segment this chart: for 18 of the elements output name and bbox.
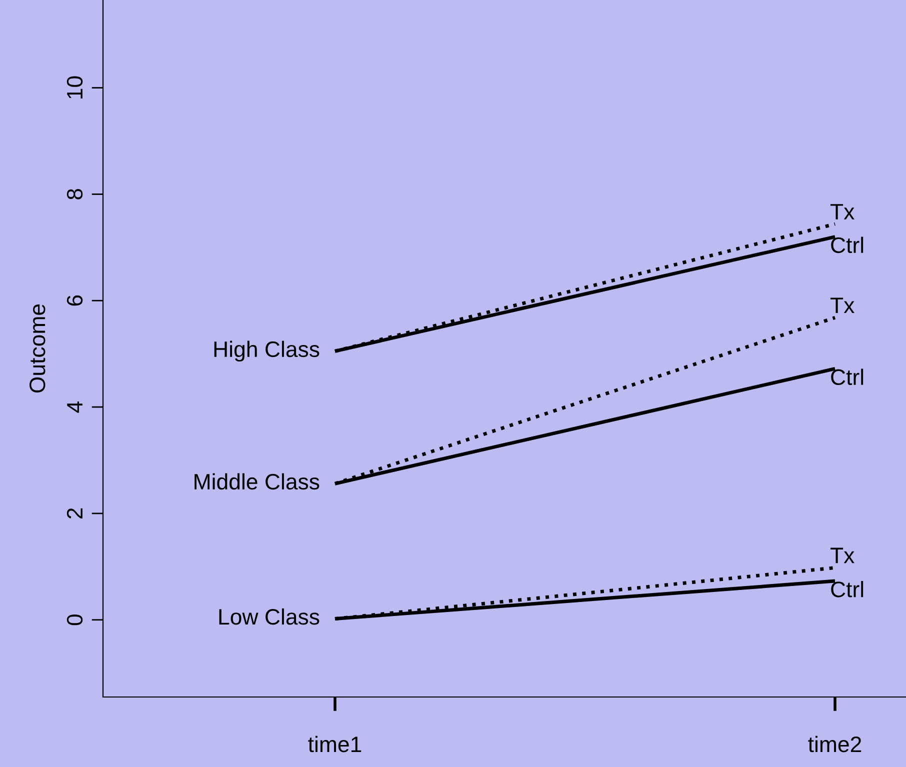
y-tick-label: 8 <box>66 188 83 200</box>
series-label: Ctrl <box>831 581 864 598</box>
annotation: Low Class <box>219 608 320 625</box>
annotation: Middle Class <box>194 473 320 490</box>
series-label: Tx <box>830 298 854 314</box>
series-label: Tx <box>830 548 854 564</box>
y-axis-title: Outcome <box>30 304 46 393</box>
series-label: Ctrl <box>831 236 864 254</box>
y-tick-label: 6 <box>66 295 83 306</box>
x-tick-label: time1 <box>308 736 362 752</box>
series-label: Ctrl <box>831 368 864 386</box>
y-tick-label: 2 <box>66 508 82 518</box>
y-tick-label: 0 <box>66 614 83 626</box>
annotation: High Class <box>214 340 320 362</box>
x-tick-label: time2 <box>808 736 862 752</box>
y-tick-label: 4 <box>67 401 82 413</box>
series-label: Tx <box>830 204 854 220</box>
y-tick-label: 10 <box>66 76 83 98</box>
